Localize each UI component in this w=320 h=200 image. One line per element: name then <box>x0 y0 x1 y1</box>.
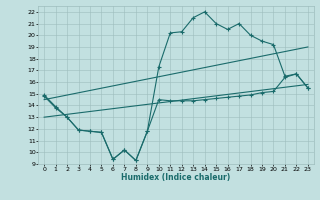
X-axis label: Humidex (Indice chaleur): Humidex (Indice chaleur) <box>121 173 231 182</box>
